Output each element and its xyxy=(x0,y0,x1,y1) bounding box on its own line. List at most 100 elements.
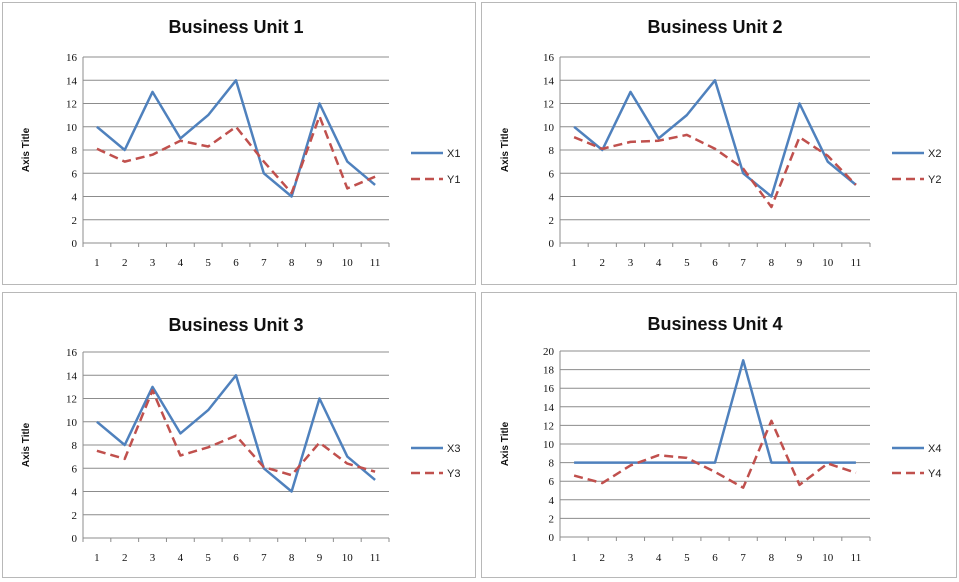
y-tick-label: 12 xyxy=(66,394,77,406)
y-tick-label: 18 xyxy=(543,365,555,377)
y-axis-title: Axis Title xyxy=(21,127,32,172)
x-tick-label: 11 xyxy=(370,552,381,564)
series-line-y4 xyxy=(573,419,857,489)
y-tick-label: 8 xyxy=(549,145,555,157)
y-tick-label: 16 xyxy=(543,383,555,395)
y-tick-label: 4 xyxy=(72,487,78,499)
x-tick-label: 3 xyxy=(150,552,156,564)
x-tick-label: 3 xyxy=(628,257,634,269)
y-tick-label: 12 xyxy=(543,99,554,111)
y-tick-label: 16 xyxy=(66,347,78,359)
y-tick-label: 6 xyxy=(549,476,555,488)
x-tick-label: 4 xyxy=(656,552,662,564)
y-tick-label: 14 xyxy=(66,370,78,382)
x-tick-label: 10 xyxy=(342,552,354,564)
x-tick-label: 7 xyxy=(261,552,267,564)
x-tick-label: 6 xyxy=(233,552,239,564)
y-tick-label: 2 xyxy=(549,215,555,227)
y-tick-label: 2 xyxy=(72,510,78,522)
x-tick-label: 2 xyxy=(122,552,128,564)
series-line-x1 xyxy=(96,79,376,198)
x-tick-label: 3 xyxy=(628,552,634,564)
x-tick-label: 8 xyxy=(289,257,295,269)
x-tick-label: 8 xyxy=(769,257,775,269)
x-tick-label: 1 xyxy=(94,552,100,564)
legend-label-x4: X4 xyxy=(928,443,941,455)
x-tick-label: 4 xyxy=(656,257,662,269)
x-tick-label: 7 xyxy=(261,257,267,269)
legend-label-y3: Y3 xyxy=(447,468,460,480)
chart-panel-business-unit-1: Business Unit 1 0 2 4 6 8 10 12 14 16 1 2 3 4 5 6 7 8 9 10 1… xyxy=(2,2,476,285)
x-tick-label: 10 xyxy=(822,257,834,269)
y-tick-label: 10 xyxy=(66,417,78,429)
y-tick-label: 0 xyxy=(72,533,78,545)
series-line-y2 xyxy=(573,133,857,209)
x-tick-label: 10 xyxy=(822,552,834,564)
x-tick-label: 4 xyxy=(178,552,184,564)
series-line-x3 xyxy=(96,374,376,493)
x-tick-label: 9 xyxy=(317,552,323,564)
x-tick-label: 6 xyxy=(712,552,718,564)
x-tick-label: 9 xyxy=(317,257,323,269)
y-tick-label: 16 xyxy=(66,52,78,64)
y-tick-label: 10 xyxy=(543,122,555,134)
y-tick-label: 0 xyxy=(72,238,78,250)
x-tick-label: 5 xyxy=(684,257,690,269)
y-tick-label: 14 xyxy=(66,75,78,87)
y-tick-label: 10 xyxy=(66,122,78,134)
y-tick-label: 12 xyxy=(66,99,77,111)
x-tick-label: 7 xyxy=(740,257,746,269)
y-tick-label: 2 xyxy=(72,215,78,227)
y-axis-title: Axis Title xyxy=(500,127,511,172)
legend-label-y1: Y1 xyxy=(447,174,460,186)
y-tick-label: 8 xyxy=(549,458,555,470)
legend-label-x2: X2 xyxy=(928,148,941,160)
chart-panel-business-unit-2: Business Unit 2 0 2 4 6 8 10 12 14 16 1 2 3 4 5 6 7 8 9 10 1… xyxy=(481,2,957,285)
y-tick-label: 0 xyxy=(549,238,555,250)
y-tick-label: 4 xyxy=(549,495,555,507)
y-tick-label: 20 xyxy=(543,346,555,358)
y-tick-label: 16 xyxy=(543,52,555,64)
x-tick-label: 11 xyxy=(851,257,862,269)
series-line-y1 xyxy=(96,115,376,195)
y-tick-label: 8 xyxy=(72,440,78,452)
x-tick-label: 2 xyxy=(600,257,606,269)
chart-title: Business Unit 3 xyxy=(168,315,303,335)
x-tick-label: 1 xyxy=(571,552,577,564)
x-tick-label: 2 xyxy=(600,552,606,564)
x-tick-label: 11 xyxy=(370,257,381,269)
legend-label-x3: X3 xyxy=(447,443,460,455)
y-tick-label: 4 xyxy=(72,192,78,204)
chart-title: Business Unit 1 xyxy=(168,17,303,37)
chart-title: Business Unit 4 xyxy=(647,314,782,334)
y-tick-label: 10 xyxy=(543,439,555,451)
x-tick-label: 5 xyxy=(205,257,211,269)
legend-label-y4: Y4 xyxy=(928,468,941,480)
x-tick-label: 5 xyxy=(205,552,211,564)
x-tick-label: 3 xyxy=(150,257,156,269)
x-tick-label: 9 xyxy=(797,257,803,269)
x-tick-label: 1 xyxy=(571,257,577,269)
x-tick-label: 6 xyxy=(233,257,239,269)
x-tick-label: 1 xyxy=(94,257,100,269)
x-tick-label: 7 xyxy=(740,552,746,564)
chart-panel-business-unit-4: Business Unit 4 0 2 4 6 8 10 12 14 16 18 20 1 2 3 4 5 6 7 8… xyxy=(481,292,957,578)
x-tick-label: 9 xyxy=(797,552,803,564)
x-tick-label: 4 xyxy=(178,257,184,269)
y-tick-label: 12 xyxy=(543,420,554,432)
x-tick-label: 8 xyxy=(289,552,295,564)
chart-title: Business Unit 2 xyxy=(647,17,782,37)
y-axis-title: Axis Title xyxy=(21,422,32,467)
series-line-y3 xyxy=(96,389,376,477)
series-line-x4 xyxy=(574,359,856,464)
x-tick-label: 8 xyxy=(769,552,775,564)
y-tick-label: 4 xyxy=(549,192,555,204)
chart-panel-business-unit-3: Business Unit 3 0 2 4 6 8 10 12 14 16 1 2 3 4 5 6 7 8 9 10 1… xyxy=(2,292,476,578)
y-tick-label: 2 xyxy=(549,513,555,525)
y-tick-label: 14 xyxy=(543,402,555,414)
y-tick-label: 6 xyxy=(72,463,78,475)
